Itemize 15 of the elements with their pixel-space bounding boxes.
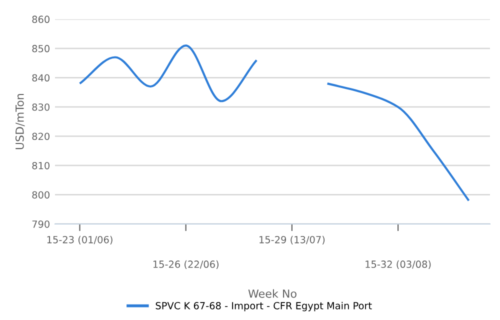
y-tick-label: 860 (32, 16, 50, 24)
y-tick-label: 790 (32, 220, 50, 228)
x-tick-label: 15-23 (01/06) (47, 236, 112, 244)
x-tick-label: 15-26 (22/06) (153, 260, 218, 270)
y-tick-label: 800 (32, 191, 50, 199)
y-tick-label: 810 (32, 162, 50, 170)
y-tick-label: 830 (32, 103, 50, 111)
y-tick-label: 840 (32, 74, 50, 82)
x-tick-label: 15-32 (03/08) (366, 260, 431, 270)
legend-label: SPVC K 67-68 - Import - CFR Egypt Main Port (156, 302, 372, 312)
y-tick-label: 850 (32, 44, 50, 52)
x-tick-label: 15-29 (13/07) (260, 236, 325, 244)
y-axis-title: USD/mTon (15, 94, 25, 150)
x-axis-title: Week No (248, 289, 296, 298)
y-tick-label: 820 (32, 132, 50, 140)
